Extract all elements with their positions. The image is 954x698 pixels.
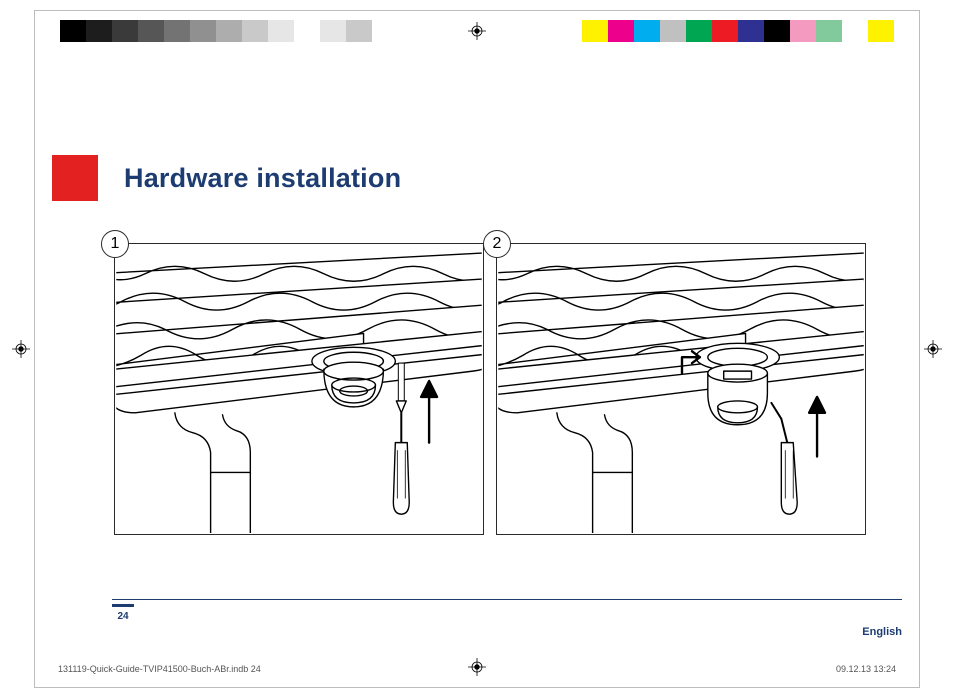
registration-mark-icon [924,340,942,358]
registration-mark-icon [468,22,486,40]
registration-mark-icon [468,658,486,676]
crop-rule-right [919,10,920,688]
page-content: Hardware installation 1 [52,155,902,535]
instruction-panels: 1 [114,243,902,535]
crop-rule-left [34,10,35,688]
step-number-badge: 2 [483,230,511,258]
language-label: English [862,626,902,638]
print-slug-file: 131119-Quick-Guide-TVIP41500-Buch-ABr.in… [58,664,261,674]
grayscale-wedge [60,20,372,42]
title-row: Hardware installation [52,155,902,201]
step-number-badge: 1 [101,230,129,258]
crop-rule-top [34,10,920,11]
instruction-panel: 1 [114,243,484,535]
installation-illustration-1 [115,244,483,534]
footer-rule [112,599,902,600]
instruction-panel: 2 [496,243,866,535]
page-number: 24 [112,604,134,622]
print-slug-datetime: 09.12.13 13:24 [836,664,896,674]
registration-mark-icon [12,340,30,358]
section-title: Hardware installation [124,163,401,194]
crop-rule-bottom [34,687,920,688]
installation-illustration-2 [497,244,865,534]
section-marker-square [52,155,98,201]
color-wedge [582,20,894,42]
